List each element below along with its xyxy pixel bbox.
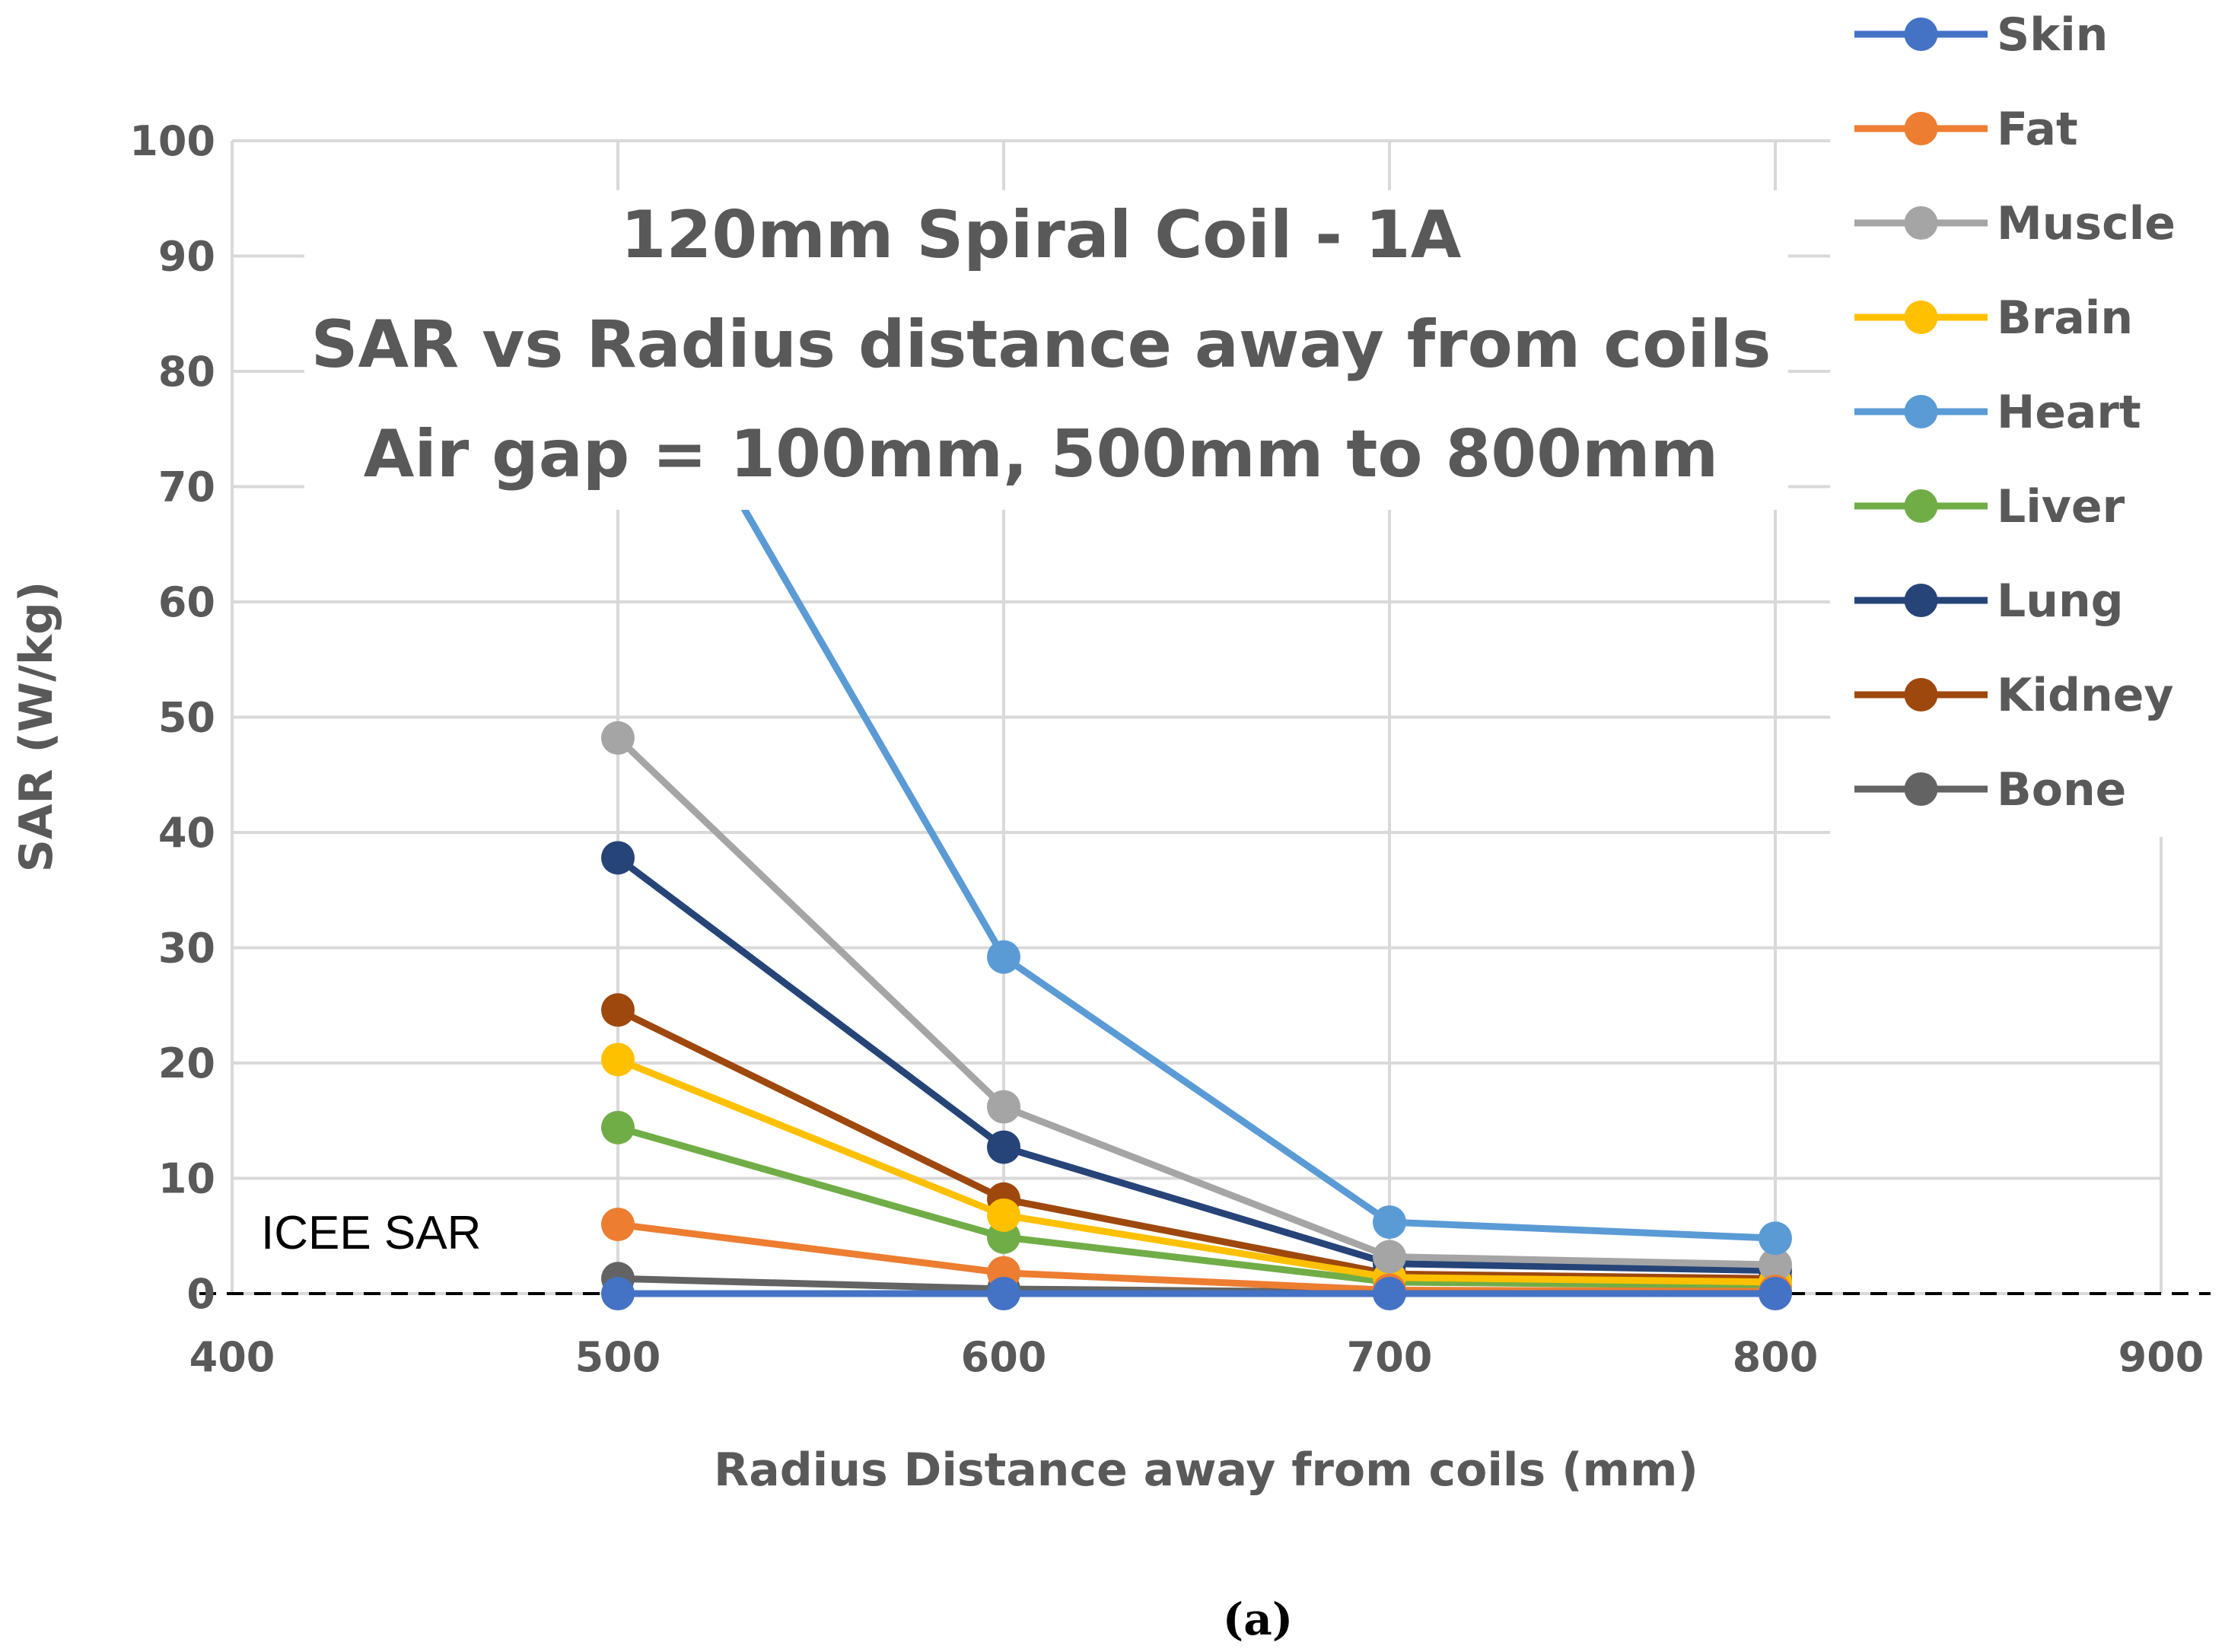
point-skin-600 — [987, 1277, 1020, 1310]
series-line-heart — [615, 288, 1776, 1242]
series-line-liver — [616, 1124, 1776, 1289]
legend-marker-brain — [1904, 301, 1938, 334]
legend-label-liver: Liver — [1997, 480, 2125, 533]
series-line-muscle — [615, 735, 1776, 1268]
point-heart-700 — [1373, 1205, 1406, 1240]
point-skin-500 — [601, 1277, 635, 1310]
point-kidney-500 — [601, 993, 635, 1027]
series-line-kidney — [616, 1007, 1776, 1282]
legend-marker-liver — [1904, 489, 1938, 523]
legend-item-liver: Liver — [1854, 480, 2125, 533]
y-tick-label-50: 50 — [158, 694, 215, 742]
legend-marker-fat — [1904, 112, 1938, 145]
legend-item-heart: Heart — [1854, 386, 2141, 439]
y-tick-label-0: 0 — [186, 1270, 215, 1318]
x-tick-label-400: 400 — [189, 1333, 275, 1381]
series-skin — [601, 1277, 1792, 1310]
y-tick-label-80: 80 — [158, 348, 215, 396]
x-tick-label-700: 700 — [1347, 1333, 1433, 1381]
point-fat-500 — [601, 1208, 635, 1242]
legend-item-brain: Brain — [1854, 291, 2133, 345]
legend-item-lung: Lung — [1854, 575, 2124, 628]
legend-label-heart: Heart — [1997, 386, 2141, 439]
point-lung-500 — [601, 841, 635, 875]
chart-title-line-2: SAR vs Radius distance away from coils — [311, 307, 1771, 383]
chart-title: 120mm Spiral Coil - 1A SAR vs Radius dis… — [304, 190, 1788, 510]
y-tick-label-10: 10 — [158, 1155, 215, 1203]
y-axis-title: SAR (W/kg) — [10, 581, 63, 873]
legend-item-muscle: Muscle — [1854, 197, 2176, 250]
point-brain-600 — [987, 1198, 1020, 1232]
legend-marker-heart — [1904, 395, 1938, 428]
x-axis-title: Radius Distance away from coils (mm) — [714, 1444, 1698, 1497]
x-tick-label-800: 800 — [1733, 1333, 1819, 1381]
legend-label-fat: Fat — [1997, 103, 2078, 156]
chart-title-line-1: 120mm Spiral Coil - 1A — [621, 197, 1462, 273]
series-muscle — [601, 721, 1792, 1282]
title-backdrop — [304, 190, 1788, 510]
legend: Skin Fat Muscle Brain Heart Liver Lung Kidney Bo… — [1830, 0, 2225, 837]
series-line-brain — [616, 1056, 1776, 1286]
point-skin-700 — [1373, 1277, 1406, 1310]
series-group — [601, 273, 1792, 1310]
series-line-lung — [616, 855, 1776, 1275]
point-muscle-500 — [601, 721, 635, 755]
legend-marker-bone — [1904, 772, 1938, 806]
point-liver-500 — [601, 1110, 635, 1144]
legend-label-muscle: Muscle — [1997, 197, 2176, 250]
tick-labels: 0 10 20 30 40 50 60 70 80 90 100 400 500 600 700 800 900 — [129, 117, 2204, 1381]
legend-marker-kidney — [1904, 678, 1938, 711]
x-tick-label-900: 900 — [2118, 1333, 2204, 1381]
y-tick-label-90: 90 — [158, 233, 215, 281]
point-muscle-700 — [1373, 1240, 1406, 1274]
point-muscle-600 — [987, 1090, 1020, 1124]
point-lung-600 — [987, 1130, 1020, 1164]
figure-caption: (a) — [1223, 1593, 1293, 1645]
legend-label-bone: Bone — [1997, 763, 2126, 816]
chart-title-line-3: Air gap = 100mm, 500mm to 800mm — [364, 416, 1718, 492]
legend-marker-muscle — [1904, 206, 1938, 240]
point-heart-600 — [987, 940, 1020, 974]
point-heart-800 — [1759, 1221, 1792, 1256]
x-tick-label-600: 600 — [961, 1333, 1047, 1381]
legend-label-kidney: Kidney — [1997, 669, 2174, 722]
y-tick-label-100: 100 — [129, 117, 215, 165]
y-tick-label-20: 20 — [158, 1039, 215, 1087]
x-tick-label-500: 500 — [575, 1333, 661, 1381]
legend-item-bone: Bone — [1854, 763, 2126, 816]
legend-item-fat: Fat — [1854, 103, 2078, 156]
y-tick-label-70: 70 — [158, 463, 215, 511]
legend-label-lung: Lung — [1997, 575, 2124, 628]
point-skin-800 — [1759, 1277, 1792, 1310]
legend-label-skin: Skin — [1997, 8, 2108, 62]
icee-sar-annotation: ICEE SAR — [261, 1207, 481, 1259]
y-tick-label-60: 60 — [158, 578, 215, 626]
point-muscle-800 — [1759, 1248, 1792, 1282]
legend-item-kidney: Kidney — [1854, 669, 2174, 722]
y-tick-label-30: 30 — [158, 925, 215, 972]
legend-item-skin: Skin — [1854, 8, 2108, 62]
legend-marker-skin — [1904, 18, 1938, 51]
legend-label-brain: Brain — [1997, 291, 2133, 345]
legend-marker-lung — [1904, 584, 1938, 617]
point-brain-500 — [601, 1042, 635, 1077]
y-tick-label-40: 40 — [158, 809, 215, 857]
series-kidney — [601, 993, 1792, 1296]
